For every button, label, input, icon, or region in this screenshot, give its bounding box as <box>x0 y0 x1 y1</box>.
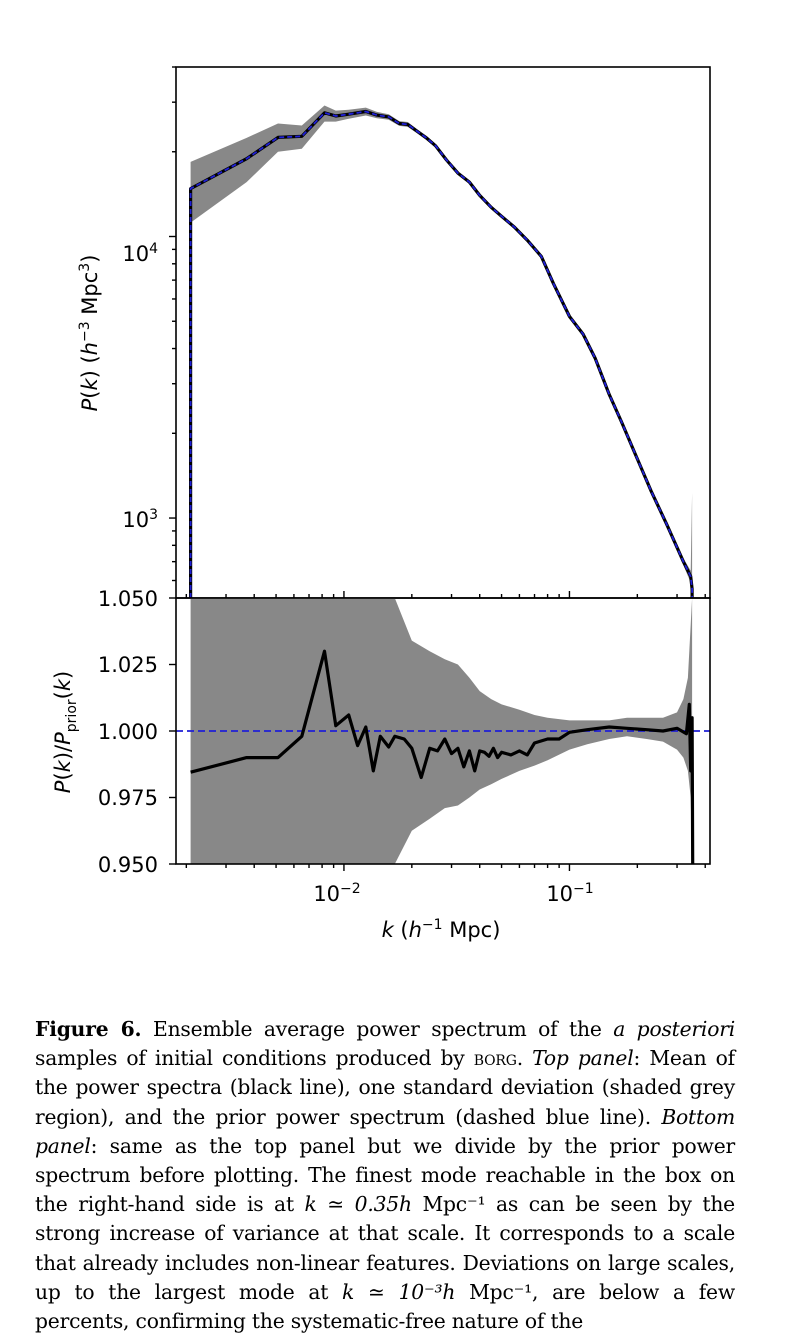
caption-italic-3: Bottom panel <box>35 1104 735 1158</box>
caption-text-7: Mpc⁻¹, are below a few percents, confirm… <box>35 1279 735 1334</box>
caption-text-6: Mpc⁻¹ as can be seen by the strong incre… <box>35 1192 735 1304</box>
bottom-ylabel: P(k)/Pprior(k) <box>51 671 80 793</box>
top-y-ticks <box>169 66 176 582</box>
caption-italic-1: a posteriori <box>613 1017 735 1041</box>
bottom-y-ticks <box>169 597 176 865</box>
bottom-ytick-1025: 1.025 <box>98 653 158 677</box>
top-mean-line <box>189 109 694 598</box>
top-ytick-1e3: 103 <box>122 507 158 532</box>
bottom-ytick-0950: 0.950 <box>98 853 158 877</box>
top-ytick-1e4: 104 <box>122 241 158 266</box>
bottom-ytick-1050: 1.050 <box>98 587 158 611</box>
top-prior-line <box>189 110 693 598</box>
bottom-xtick-1e-1: 10−1 <box>546 881 593 906</box>
caption-label: Figure 6. <box>35 1017 142 1041</box>
bottom-xtick-1e-2: 10−2 <box>313 881 360 906</box>
bottom-panel: 1.050 1.025 1.000 0.975 0.950 10−2 10−1 … <box>51 587 711 942</box>
caption-text-3: . <box>516 1046 533 1071</box>
caption-text-2: samples of initial conditions produced b… <box>35 1046 474 1071</box>
figure: 104 103 P(k) (h−3 Mpc3) 1.050 1.025 1.00… <box>51 66 711 942</box>
figure-caption: Figure 6. Ensemble average power spectru… <box>35 1015 735 1336</box>
top-std-band <box>190 105 693 598</box>
bottom-xlabel: k (h−1 Mpc) <box>382 917 501 942</box>
bottom-frame <box>175 597 711 865</box>
caption-text-5: : same as the top panel but we divide by… <box>35 1133 735 1217</box>
caption-text-4: : Mean of the power spectra (black line)… <box>35 1046 735 1129</box>
top-ylabel: P(k) (h−3 Mpc3) <box>77 255 102 412</box>
bottom-ratio-line <box>190 649 695 864</box>
caption-math-2: k ≃ 10⁻³h <box>342 1279 456 1304</box>
bottom-ytick-1000: 1.000 <box>98 720 158 744</box>
top-panel: 104 103 P(k) (h−3 Mpc3) <box>77 66 711 599</box>
caption-math-1: k ≃ 0.35h <box>304 1192 413 1217</box>
bottom-ytick-0975: 0.975 <box>98 786 158 810</box>
caption-code-name: borg <box>473 1046 517 1071</box>
caption-text-1: Ensemble average power spectrum of the <box>141 1017 614 1041</box>
caption-italic-2: Top panel <box>532 1046 634 1071</box>
